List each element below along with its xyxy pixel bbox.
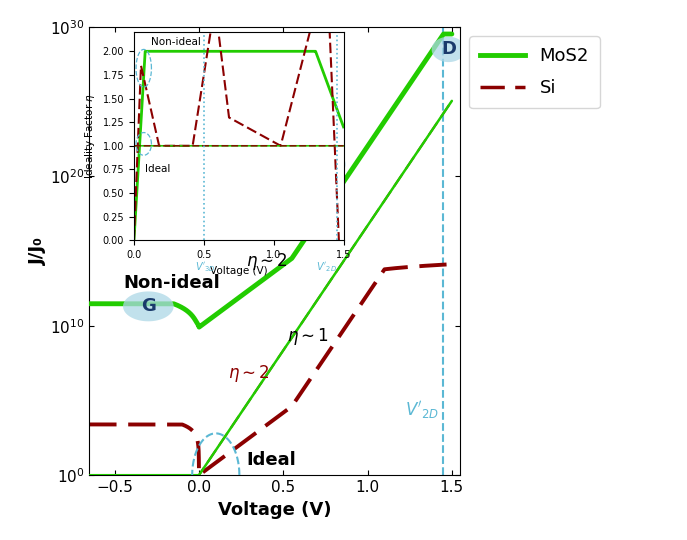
X-axis label: Voltage (V): Voltage (V): [210, 266, 267, 275]
Text: $V'_{3D}$: $V'_{3D}$: [195, 260, 216, 274]
Polygon shape: [295, 150, 346, 179]
Text: $\eta\sim2$: $\eta\sim2$: [227, 363, 269, 384]
Text: R: R: [313, 156, 327, 173]
Text: Non-ideal: Non-ideal: [123, 274, 220, 293]
Y-axis label: Ideality Factor $\eta$: Ideality Factor $\eta$: [83, 93, 97, 179]
Text: Non-ideal: Non-ideal: [150, 37, 201, 46]
Text: $\eta\sim2$: $\eta\sim2$: [246, 251, 288, 272]
Text: Ideal: Ideal: [145, 164, 170, 174]
Polygon shape: [431, 37, 465, 62]
Text: $\eta\sim1$: $\eta\sim1$: [286, 326, 328, 347]
Text: D: D: [441, 40, 456, 58]
Polygon shape: [123, 292, 174, 321]
X-axis label: Voltage (V): Voltage (V): [218, 501, 332, 518]
Legend: MoS2, Si: MoS2, Si: [469, 36, 600, 108]
Text: $V'_{2D}$: $V'_{2D}$: [405, 399, 439, 421]
Text: G: G: [141, 298, 156, 315]
Text: $V'_{2D}$: $V'_{2D}$: [315, 260, 337, 274]
Y-axis label: J/J₀: J/J₀: [29, 237, 47, 265]
Text: Ideal: Ideal: [246, 451, 296, 469]
